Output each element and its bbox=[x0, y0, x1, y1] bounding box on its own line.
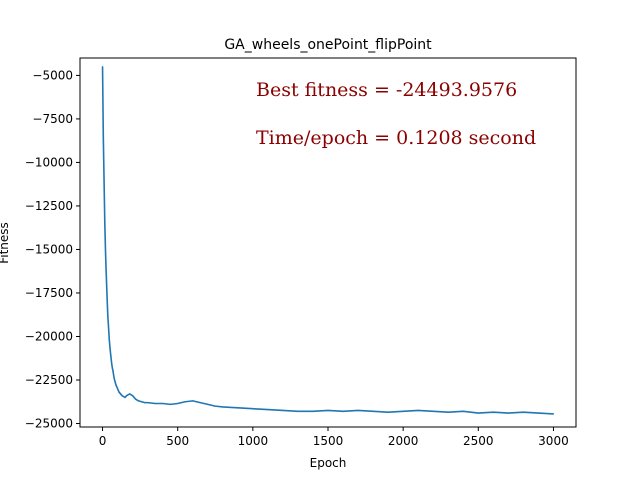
data-point bbox=[477, 412, 479, 414]
fitness-line-series bbox=[101, 66, 554, 415]
x-tick-label: 1500 bbox=[313, 434, 344, 448]
data-point bbox=[282, 409, 284, 412]
data-point bbox=[417, 409, 419, 412]
data-point bbox=[312, 410, 314, 412]
data-point bbox=[372, 410, 374, 412]
data-point bbox=[127, 394, 129, 396]
data-point bbox=[111, 367, 113, 369]
data-point bbox=[402, 410, 404, 412]
data-point bbox=[177, 402, 179, 405]
x-tick-label: 0 bbox=[99, 434, 107, 448]
y-tick-label: −15000 bbox=[25, 242, 73, 256]
data-point bbox=[147, 402, 149, 404]
chart-title: GA_wheels_onePoint_flipPoint bbox=[224, 37, 432, 53]
data-point bbox=[207, 403, 209, 405]
data-point bbox=[129, 393, 131, 395]
data-point bbox=[297, 410, 299, 412]
data-point bbox=[252, 408, 254, 410]
data-point bbox=[104, 222, 106, 224]
x-tick-label: 2500 bbox=[463, 434, 494, 448]
data-point bbox=[115, 384, 117, 386]
data-point bbox=[342, 410, 344, 412]
y-tick-label: −5000 bbox=[32, 68, 73, 82]
data-point bbox=[104, 252, 107, 254]
data-point bbox=[132, 395, 134, 397]
data-point bbox=[537, 412, 540, 414]
data-point bbox=[214, 405, 216, 407]
data-point bbox=[108, 339, 110, 341]
data-point bbox=[267, 408, 269, 411]
data-point bbox=[141, 401, 143, 403]
data-point bbox=[103, 179, 105, 181]
annotation-time-epoch: Time/epoch = 0.1208 second bbox=[256, 127, 536, 149]
data-point bbox=[144, 402, 146, 404]
data-point bbox=[110, 355, 112, 357]
data-point bbox=[447, 411, 449, 413]
data-point bbox=[107, 327, 110, 329]
data-point bbox=[105, 274, 107, 277]
data-point bbox=[462, 410, 464, 412]
plot-frame bbox=[79, 57, 577, 428]
axis-ticks: 0 500 1000 1500 2000 2500 3000 −5000 −7500 −10000… bbox=[25, 68, 569, 448]
data-point bbox=[113, 375, 115, 378]
y-tick-label: −22500 bbox=[25, 373, 73, 387]
data-point bbox=[122, 395, 125, 398]
data-point bbox=[119, 393, 122, 395]
annotation-best-fitness: Best fitness = -24493.9576 bbox=[256, 79, 517, 101]
data-point bbox=[138, 400, 140, 402]
data-point bbox=[109, 348, 111, 350]
y-axis-label: Fitness bbox=[0, 222, 11, 264]
y-tick-label: −7500 bbox=[32, 112, 73, 126]
data-point bbox=[101, 66, 104, 68]
data-point bbox=[522, 411, 524, 413]
data-point bbox=[222, 406, 224, 408]
data-point bbox=[199, 402, 201, 404]
data-point bbox=[121, 395, 123, 397]
y-tick-label: −10000 bbox=[25, 155, 73, 169]
data-point bbox=[106, 295, 108, 298]
data-point bbox=[387, 411, 389, 413]
data-point bbox=[552, 413, 555, 415]
x-tick-label: 3000 bbox=[538, 434, 569, 448]
data-point bbox=[113, 379, 116, 381]
data-point bbox=[432, 410, 434, 412]
data-point bbox=[125, 395, 128, 397]
data-point bbox=[112, 370, 114, 372]
x-tick-label: 2000 bbox=[388, 434, 419, 448]
data-point bbox=[107, 315, 109, 317]
data-point bbox=[102, 135, 104, 137]
x-tick-label: 500 bbox=[166, 434, 189, 448]
y-tick-label: −25000 bbox=[25, 417, 73, 431]
x-tick-label: 1000 bbox=[238, 434, 269, 448]
data-point bbox=[162, 402, 164, 405]
y-tick-label: −20000 bbox=[25, 329, 73, 343]
y-tick-label: −12500 bbox=[25, 199, 73, 213]
data-point bbox=[237, 407, 239, 409]
data-point bbox=[124, 396, 126, 399]
data-point bbox=[154, 402, 156, 405]
y-tick-label: −17500 bbox=[25, 286, 73, 300]
data-point bbox=[116, 388, 119, 390]
data-point bbox=[507, 412, 509, 414]
data-point bbox=[492, 411, 494, 413]
data-point bbox=[327, 409, 329, 412]
data-point bbox=[357, 409, 359, 412]
data-point bbox=[192, 400, 194, 402]
data-point bbox=[135, 398, 137, 400]
data-point bbox=[169, 403, 171, 405]
x-axis-label: Epoch bbox=[310, 456, 347, 470]
data-point bbox=[118, 391, 120, 393]
data-point bbox=[110, 361, 113, 364]
series-layer bbox=[101, 66, 555, 415]
data-point bbox=[184, 401, 186, 403]
